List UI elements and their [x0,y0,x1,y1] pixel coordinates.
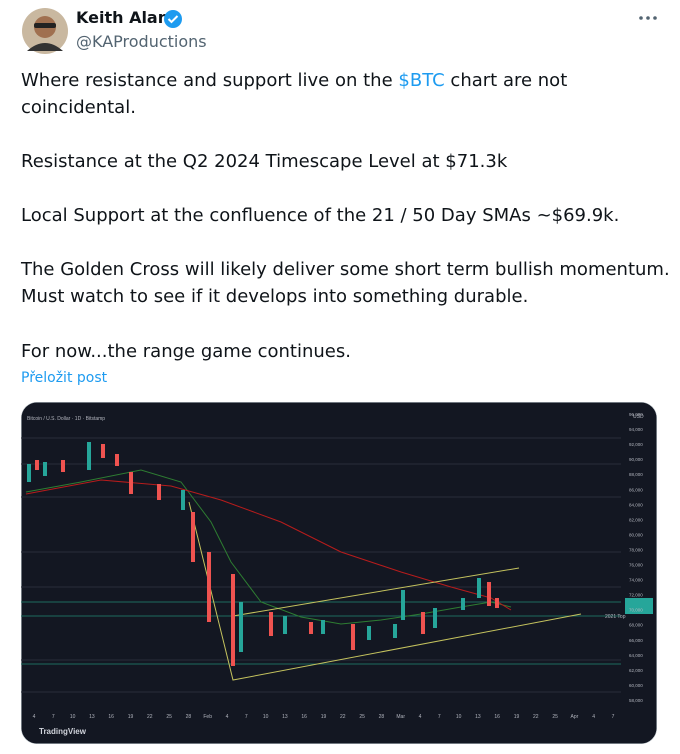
candles [27,442,499,666]
price-label: 78,000 [629,547,643,552]
date-label: 25 [552,714,558,720]
date-label: 13 [89,714,95,720]
price-label: 68,000 [629,623,643,628]
post-line: For now...the range game continues. [21,341,351,362]
price-label: 86,000 [629,487,643,492]
date-label: 22 [147,714,153,720]
brand: TradingView [39,727,87,736]
date-label: 16 [108,714,114,720]
author-name[interactable]: Keith Alan [76,8,170,27]
date-label: 10 [70,714,76,720]
text: chart are not [444,70,568,91]
cashtag-link[interactable]: $BTC [398,70,445,91]
date-label: 7 [438,714,441,720]
date-label: 28 [186,714,192,720]
price-label: 94,000 [629,427,643,432]
date-label: 4 [33,714,36,720]
date-label: 22 [533,714,539,720]
price-label: 80,000 [629,532,643,537]
avatar[interactable] [21,7,69,55]
author-handle[interactable]: @KAProductions [76,32,207,51]
date-label: 7 [52,714,55,720]
price-label: 74,000 [629,578,643,583]
date-label: 19 [514,714,520,720]
price-label: 82,000 [629,517,643,522]
post-line: Must watch to see if it develops into so… [21,286,529,307]
date-label: 19 [321,714,327,720]
price-label: 84,000 [629,502,643,507]
date-label: 4 [226,714,229,720]
post-line: The Golden Cross will likely deliver som… [21,259,670,280]
date-label: Mar [396,714,405,720]
post-line: Where resistance and support live on the… [21,70,567,91]
date-label: 16 [301,714,307,720]
chart-currency: USD [633,414,644,420]
sma-21 [25,469,512,625]
date-label: 7 [245,714,248,720]
date-label: 16 [494,714,500,720]
date-label: 10 [263,714,269,720]
date-label: Feb [203,714,212,720]
date-label: 7 [612,714,615,720]
price-label: 70,000 [629,608,643,613]
price-label: 66,000 [629,638,643,643]
date-label: 13 [282,714,288,720]
text: Where resistance and support live on the [21,70,399,91]
price-label: 62,000 [629,668,643,673]
post-line: Local Support at the confluence of the 2… [21,205,620,226]
post-line: coincidental. [21,97,136,118]
date-label: Apr [571,714,579,720]
price-label: 64,000 [629,653,643,658]
sma-50 [25,479,512,611]
translate-link[interactable]: Přeložit post [21,370,108,386]
more-button[interactable] [636,10,660,26]
price-label: 72,000 [629,593,643,598]
date-label: 25 [359,714,365,720]
price-tag [625,598,653,614]
date-label: 25 [166,714,172,720]
date-label: 4 [592,714,595,720]
date-label: 13 [475,714,481,720]
verified-badge [164,10,182,28]
level-label: 2021 Top [605,614,626,620]
price-label: 58,000 [629,698,643,703]
date-label: 4 [419,714,422,720]
price-label: 60,000 [629,683,643,688]
price-label: 88,000 [629,472,643,477]
date-label: 28 [379,714,385,720]
chart-symbol: Bitcoin / U.S. Dollar · 1D · Bitstamp [27,416,105,422]
post-line: Resistance at the Q2 2024 Timescape Leve… [21,151,508,172]
trend-line [232,567,520,617]
price-label: 92,000 [629,442,643,447]
level-lines [21,601,621,665]
price-label: 90,000 [629,457,643,462]
price-label: 76,000 [629,563,643,568]
price-label: 96,000 [629,412,643,417]
date-label: 10 [456,714,462,720]
date-label: 22 [340,714,346,720]
chart-image[interactable]: Bitcoin / U.S. Dollar · 1D · Bitstamp USD… [21,402,657,744]
grid [21,437,621,693]
date-label: 19 [128,714,134,720]
trend-lines [188,501,582,681]
